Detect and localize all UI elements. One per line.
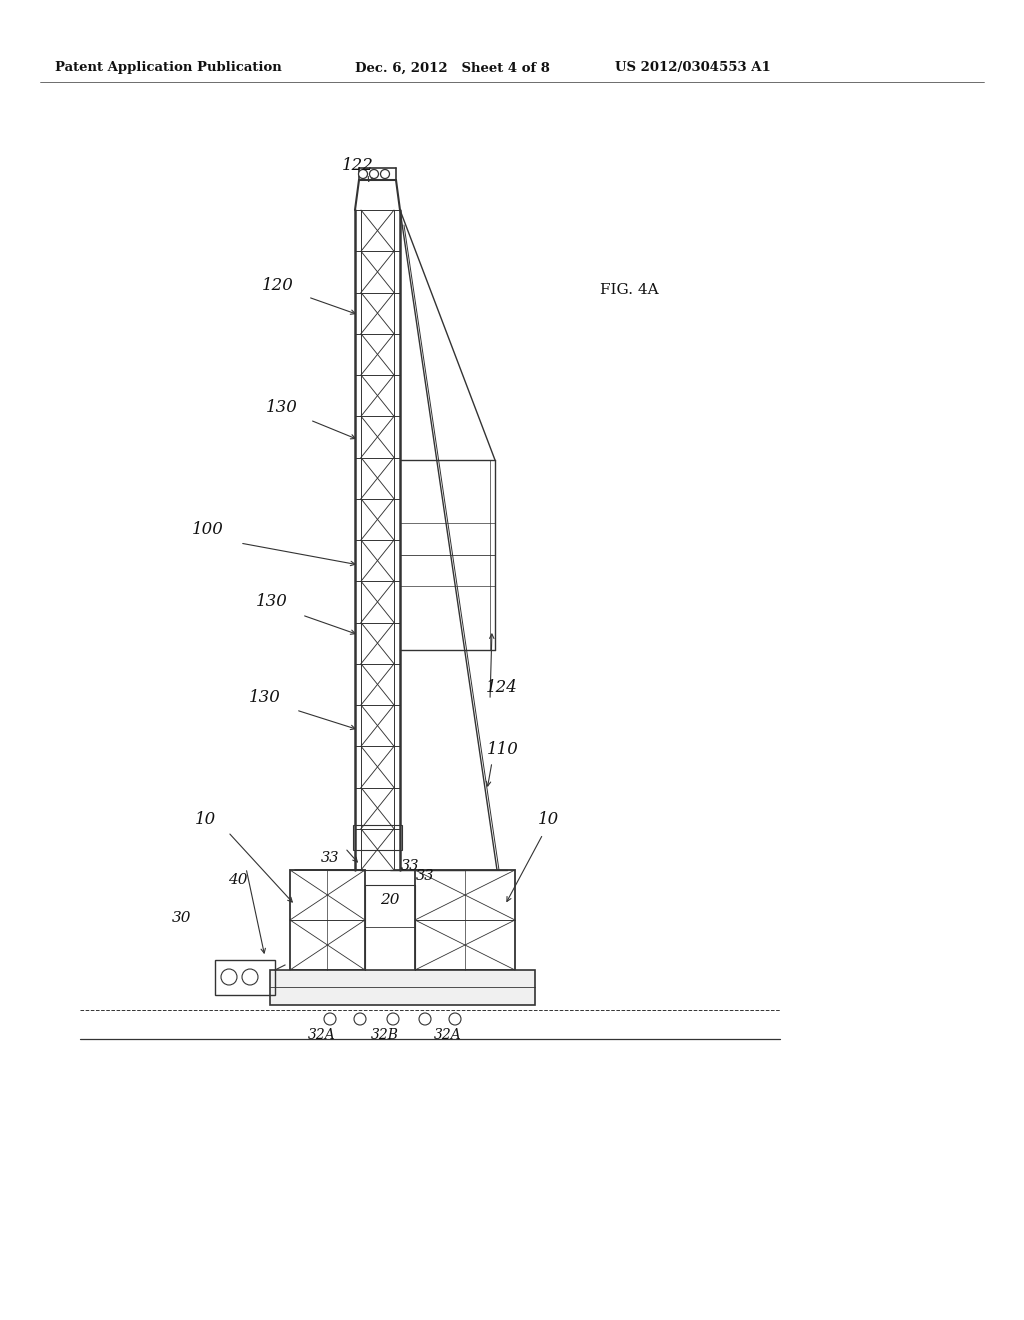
Text: 33: 33 — [416, 869, 434, 883]
Text: 110: 110 — [487, 742, 519, 759]
Text: US 2012/0304553 A1: US 2012/0304553 A1 — [615, 62, 771, 74]
Circle shape — [221, 969, 237, 985]
Text: 10: 10 — [538, 812, 559, 829]
Text: 32A: 32A — [434, 1028, 462, 1041]
Circle shape — [419, 1012, 431, 1026]
Bar — [415, 870, 515, 970]
Circle shape — [381, 169, 389, 178]
Text: 130: 130 — [266, 400, 298, 417]
Text: 40: 40 — [228, 873, 248, 887]
Bar — [270, 970, 535, 1005]
Text: Patent Application Publication: Patent Application Publication — [55, 62, 282, 74]
Text: 130: 130 — [249, 689, 281, 705]
Text: 130: 130 — [256, 594, 288, 610]
Text: 100: 100 — [193, 521, 224, 539]
Text: 33: 33 — [321, 851, 339, 865]
Text: 33: 33 — [400, 859, 419, 873]
Circle shape — [324, 1012, 336, 1026]
Bar — [215, 960, 275, 995]
Text: 124: 124 — [486, 680, 518, 697]
Bar — [290, 870, 365, 970]
Text: 10: 10 — [195, 812, 216, 829]
Circle shape — [387, 1012, 399, 1026]
Text: 32A: 32A — [308, 1028, 336, 1041]
Text: Dec. 6, 2012   Sheet 4 of 8: Dec. 6, 2012 Sheet 4 of 8 — [355, 62, 550, 74]
Bar — [353, 825, 402, 850]
Text: FIG. 4A: FIG. 4A — [600, 282, 658, 297]
Circle shape — [449, 1012, 461, 1026]
Text: 120: 120 — [262, 276, 294, 293]
Text: 20: 20 — [380, 894, 399, 907]
Circle shape — [358, 169, 368, 178]
Circle shape — [370, 169, 379, 178]
Circle shape — [354, 1012, 366, 1026]
Text: 30: 30 — [172, 911, 191, 925]
Text: 122: 122 — [342, 157, 374, 173]
Text: 32B: 32B — [371, 1028, 399, 1041]
Circle shape — [242, 969, 258, 985]
